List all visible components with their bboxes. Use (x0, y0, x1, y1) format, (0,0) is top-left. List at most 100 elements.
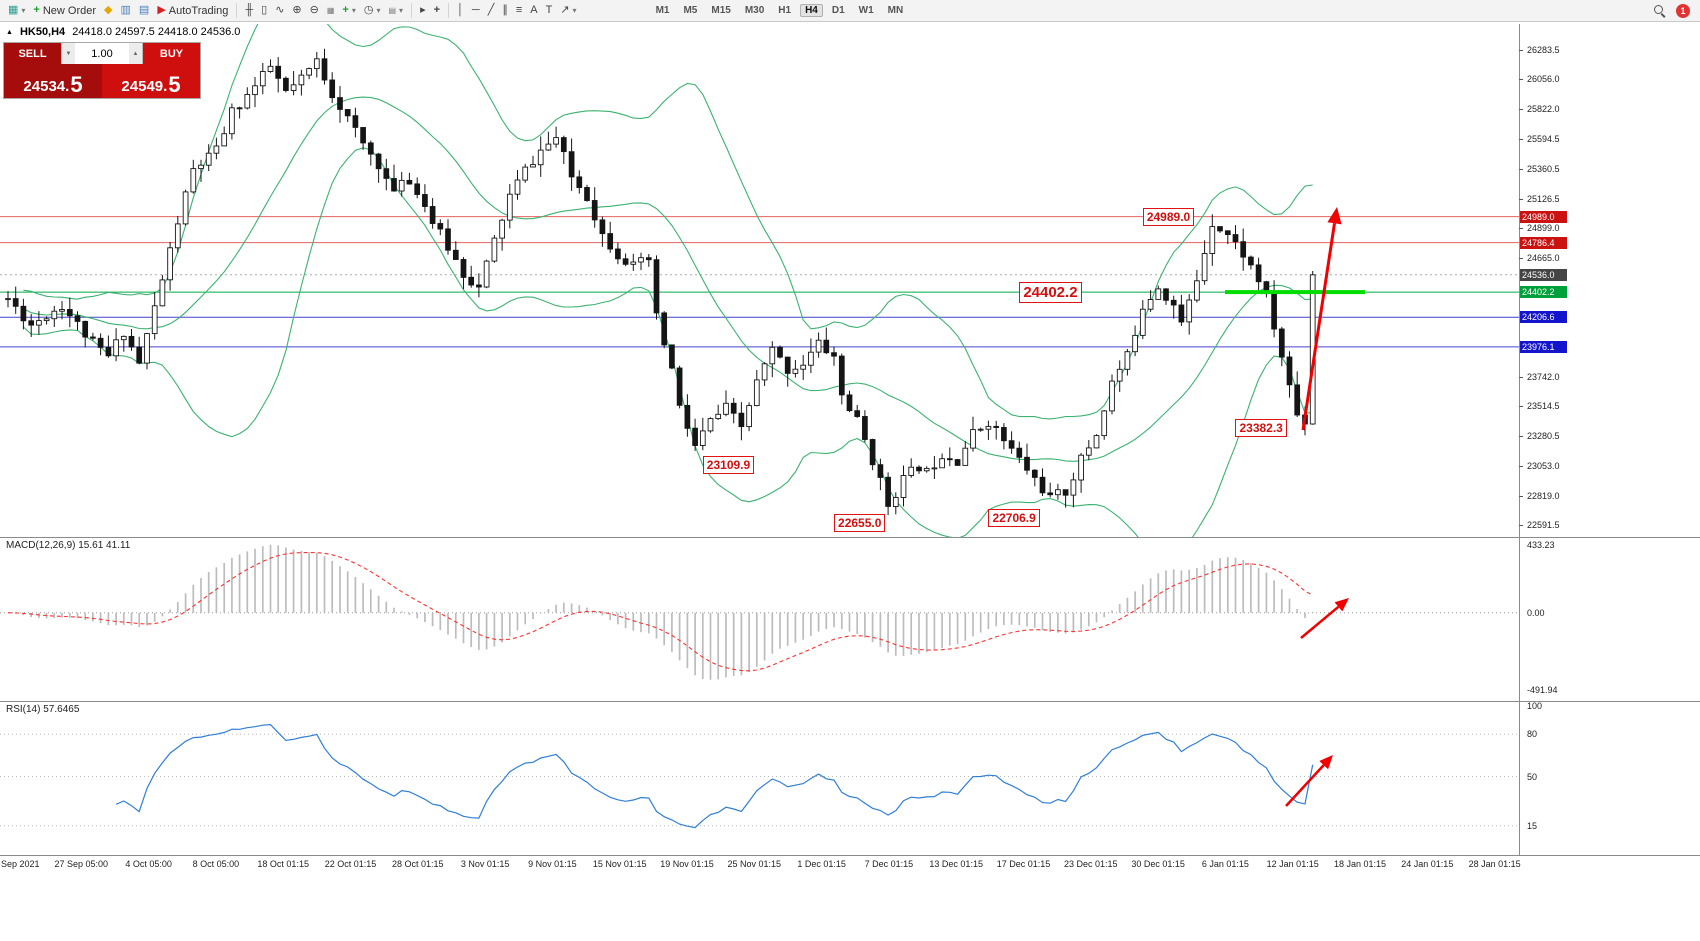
timeframe-h4[interactable]: H4 (800, 4, 823, 17)
rsi-scale-label: 100 (1527, 701, 1543, 711)
sell-price-fraction: 5 (70, 72, 83, 98)
new-order-button[interactable]: + New Order (29, 4, 100, 18)
price-axis-tick (1519, 465, 1523, 467)
chart-symbol-title: ▲ HK50,H4 24418.0 24597.5 24418.0 24536.… (6, 26, 240, 38)
macd-histogram (14, 544, 1314, 680)
cursor-icon: ▸ (420, 4, 426, 16)
date-axis-label: 15 Nov 01:15 (592, 859, 647, 869)
price-axis-tick (1519, 138, 1523, 140)
crosshair-tool-button[interactable]: + (430, 4, 444, 17)
cursor-tool-button[interactable]: ▸ (416, 4, 430, 17)
price-axis-label: 23514.5 (1527, 401, 1560, 412)
line-chart-mode-button[interactable]: ∿ (271, 4, 288, 17)
price-axis-label: 24899.0 (1527, 223, 1560, 234)
timeframe-w1[interactable]: W1 (858, 5, 874, 16)
timeframe-d1[interactable]: D1 (831, 5, 845, 16)
symbol-ohlc: 24418.0 24597.5 24418.0 24536.0 (72, 26, 241, 38)
candles (5, 48, 1316, 516)
sell-button[interactable]: SELL (4, 43, 61, 64)
horizontal-line-tool-button[interactable]: ─ (468, 4, 484, 17)
price-axis-label: 23053.0 (1527, 460, 1560, 471)
autotrading-button[interactable]: ▶ AutoTrading (153, 4, 232, 18)
sell-price-button[interactable]: 24534. 5 (4, 64, 102, 98)
notification-badge[interactable]: 1 (1676, 3, 1690, 18)
macd-panel-divider[interactable] (0, 537, 1700, 538)
templates-button[interactable]: ▤ ▾ (384, 6, 407, 16)
timeframe-mn[interactable]: MN (887, 5, 904, 16)
label-tool-button[interactable]: T (542, 4, 557, 17)
bollinger-middle-band (23, 96, 1313, 462)
trend-arrow (1300, 598, 1349, 639)
volume-down-button[interactable]: ▼ (62, 43, 75, 64)
buy-price-button[interactable]: 24549. 5 (102, 64, 200, 98)
price-axis-tick (1519, 228, 1523, 230)
date-axis-label: 12 Jan 01:15 (1266, 859, 1319, 869)
timeframe-toolbar: M1 M5 M15 M30 H1 H4 D1 W1 MN (651, 4, 909, 17)
macd-scale-label: -491.94 (1527, 685, 1558, 696)
buy-button[interactable]: BUY (143, 43, 200, 64)
price-axis-label: 25822.0 (1527, 104, 1560, 115)
zoom-in-button[interactable]: ⊕ (288, 4, 305, 17)
tile-windows-button[interactable]: ▦ (323, 6, 339, 16)
text-tool-button[interactable]: A (526, 4, 541, 17)
timeframe-h1[interactable]: H1 (778, 5, 792, 16)
date-axis-label: 23 Dec 01:15 (1064, 859, 1118, 869)
bollinger-upper-band (23, 24, 1313, 420)
price-axis-tick (1519, 198, 1523, 200)
date-axis-label: 7 Dec 01:15 (864, 859, 914, 869)
fibonacci-icon: ≡ (515, 4, 523, 16)
price-axis-label: 24665.0 (1527, 253, 1560, 264)
buy-price: 24549. (121, 77, 168, 95)
price-axis-label: 22819.0 (1527, 490, 1560, 501)
rsi-scale-label: 50 (1527, 771, 1538, 782)
price-axis-label: 22591.5 (1527, 520, 1560, 531)
date-axis-label: 20 Sep 2021 (0, 859, 40, 869)
navigator-button[interactable]: ▤ (135, 4, 153, 17)
rsi-panel[interactable] (0, 702, 1519, 855)
rsi-panel-divider[interactable] (0, 701, 1700, 702)
volume-up-button[interactable]: ▲ (129, 43, 142, 64)
timeframe-m15[interactable]: M15 (711, 5, 731, 16)
price-tag-label: 24536.0 (1520, 268, 1567, 281)
timeframe-m1[interactable]: M1 (655, 5, 670, 16)
periods-menu-button[interactable]: ◷ ▾ (360, 4, 385, 17)
date-axis-label: 25 Nov 01:15 (727, 859, 782, 869)
date-axis-label: 13 Dec 01:15 (929, 859, 983, 869)
date-axis-label: 6 Jan 01:15 (1201, 859, 1249, 869)
price-chart[interactable] (0, 24, 1519, 537)
volume-input[interactable] (75, 43, 129, 64)
timeframe-m30[interactable]: M30 (744, 5, 765, 16)
rsi-scale-label: 80 (1527, 729, 1538, 740)
bar-chart-mode-button[interactable]: ╫ (241, 4, 257, 17)
toolbar-separator (448, 3, 450, 18)
fibonacci-tool-button[interactable]: ≡ (512, 4, 526, 17)
autotrading-label: AutoTrading (168, 4, 229, 17)
price-axis-tick (1519, 406, 1523, 408)
channel-tool-button[interactable]: ∥ (498, 4, 512, 17)
arrows-dropdown-icon: ▾ (572, 5, 577, 15)
market-watch-button[interactable]: ▥ (117, 4, 135, 17)
price-axis-label: 25360.5 (1527, 163, 1560, 174)
new-chart-button[interactable]: ▦ ▾ (4, 4, 29, 17)
trendline-tool-button[interactable]: ╱ (484, 4, 499, 17)
metaeditor-icon: ◆ (104, 4, 113, 16)
channel-icon: ∥ (502, 4, 508, 16)
macd-scale-label: 433.23 (1527, 539, 1555, 550)
trendline-icon: ╱ (487, 4, 495, 16)
templates-dropdown-icon: ▾ (399, 5, 404, 15)
indicators-button[interactable]: + ▾ (338, 4, 359, 17)
candle-chart-mode-button[interactable]: ▯ (257, 4, 271, 17)
indicators-icon: + (342, 4, 349, 16)
price-axis-label: 25126.5 (1527, 193, 1560, 204)
vertical-line-tool-button[interactable]: │ (453, 4, 468, 17)
arrows-tool-button[interactable]: ↗ ▾ (556, 4, 580, 17)
metaeditor-button[interactable]: ◆ (100, 4, 116, 17)
search-icon[interactable] (1653, 4, 1666, 17)
templates-icon: ▤ (388, 5, 397, 15)
price-axis-tick (1519, 525, 1523, 527)
price-axis-separator (1519, 24, 1520, 856)
timeframe-m5[interactable]: M5 (683, 5, 698, 16)
macd-panel[interactable] (0, 538, 1519, 701)
zoom-out-button[interactable]: ⊖ (306, 4, 323, 17)
